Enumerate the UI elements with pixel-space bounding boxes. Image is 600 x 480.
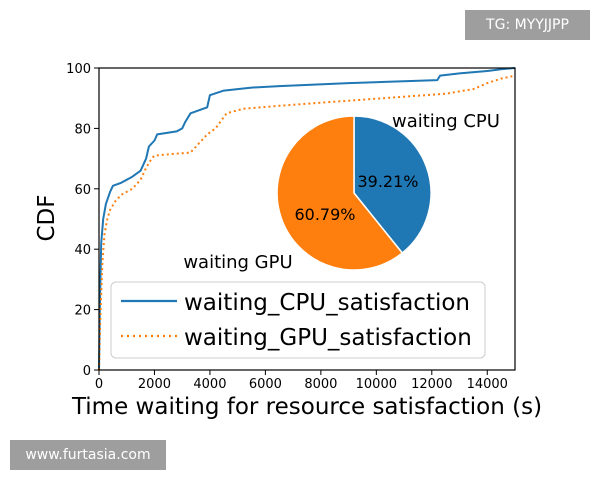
x-tick-label: 14000 <box>467 377 508 392</box>
pie-category-label-gpu: waiting GPU <box>183 252 292 273</box>
legend-box <box>110 281 486 359</box>
y-tick-label: 100 <box>66 62 91 77</box>
watermark-bottom-left: www.furtasia.com <box>10 440 166 470</box>
pie-value-label-gpu: 60.79% <box>294 205 355 224</box>
pie-slice-gpu <box>276 115 404 271</box>
watermark-top-right: TG: MYYJJPP <box>465 10 590 40</box>
x-tick-label: 6000 <box>249 377 282 392</box>
x-tick-label: 2000 <box>138 377 171 392</box>
x-tick-label: 4000 <box>193 377 226 392</box>
y-tick-label: 40 <box>74 243 91 258</box>
legend-label-gpu: waiting_GPU_satisfaction <box>184 325 472 351</box>
pie-value-label-cpu: 39.21% <box>357 172 418 191</box>
x-tick-label: 8000 <box>304 377 337 392</box>
x-tick-label: 12000 <box>411 377 452 392</box>
y-tick-label: 60 <box>74 183 91 198</box>
y-axis-label: CDF <box>34 195 60 242</box>
y-tick-label: 20 <box>74 304 91 319</box>
pie-category-label-cpu: waiting CPU <box>392 111 500 132</box>
cpu-cdf-line <box>98 67 516 371</box>
y-tick-label: 80 <box>74 122 91 137</box>
plot-frame <box>98 67 516 371</box>
x-axis-label: Time waiting for resource satisfaction (… <box>71 394 542 420</box>
x-tick-label: 0 <box>95 377 103 392</box>
x-tick-label: 10000 <box>356 377 397 392</box>
y-tick-label: 0 <box>83 364 91 379</box>
pie-slice-cpu <box>353 115 432 255</box>
legend-label-cpu: waiting_CPU_satisfaction <box>184 290 470 316</box>
